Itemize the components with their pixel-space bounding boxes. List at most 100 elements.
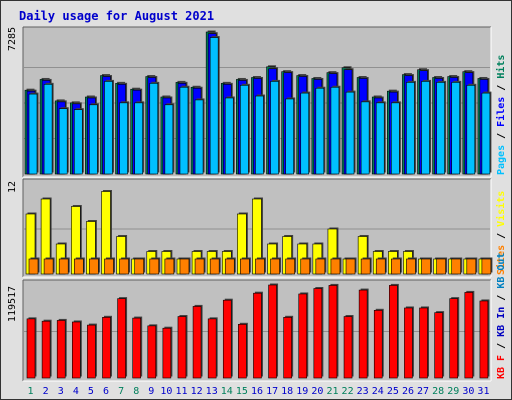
sites-bar-9 [149, 258, 160, 275]
pages-bar-3 [58, 108, 68, 175]
legend-visits-part-2: Visits [495, 191, 507, 227]
y-tick-label-hits: 7285 [7, 27, 18, 51]
sites-bar-1 [28, 258, 39, 275]
pages-bar-12 [194, 99, 204, 175]
legend-hits-part-1: / [496, 127, 507, 145]
x-tick-label-31: 31 [477, 386, 489, 397]
pages-bar-13 [209, 37, 219, 175]
sites-bar-30 [466, 258, 477, 275]
kbytes-bar-13 [207, 318, 217, 379]
legend-kbytes-part-2: KB In [496, 307, 507, 337]
legend-hits-part-0: Pages [496, 145, 507, 175]
kbytes-bar-24 [373, 310, 383, 379]
kbytes-bar-9 [147, 325, 157, 379]
sites-bar-16 [255, 258, 265, 275]
pages-bar-17 [270, 81, 279, 175]
x-tick-label-2: 2 [43, 386, 49, 397]
x-tick-label-6: 6 [103, 386, 109, 397]
kbytes-bar-30 [464, 292, 474, 379]
x-tick-label-9: 9 [148, 386, 154, 397]
kbytes-bar-16 [253, 292, 262, 379]
sites-bar-18 [285, 258, 295, 275]
sites-bar-14 [224, 258, 235, 275]
x-tick-label-26: 26 [402, 386, 414, 397]
sites-bar-2 [43, 258, 54, 275]
pages-bar-20 [315, 87, 325, 175]
kbytes-bar-20 [313, 288, 323, 379]
kbytes-bar-11 [177, 316, 187, 379]
kbytes-bar-10 [162, 327, 172, 379]
sites-bar-6 [104, 258, 114, 275]
legend-visits: Sites / Visits [495, 191, 507, 275]
pages-bar-22 [345, 91, 355, 175]
kbytes-bar-31 [479, 300, 489, 379]
sites-bar-8 [134, 258, 144, 275]
x-tick-label-10: 10 [160, 386, 172, 397]
x-tick-label-14: 14 [221, 386, 233, 397]
pages-bar-31 [481, 92, 491, 175]
sites-bar-22 [345, 258, 356, 275]
pages-bar-30 [466, 85, 476, 175]
sites-bar-21 [330, 258, 341, 275]
x-tick-label-15: 15 [236, 386, 248, 397]
x-tick-label-11: 11 [175, 386, 187, 397]
legend-kbytes-part-3: / [496, 289, 507, 307]
y-tick-label-visits: 12 [7, 181, 18, 193]
sites-bar-23 [360, 258, 371, 275]
kbytes-bar-22 [343, 316, 353, 379]
pages-bar-24 [375, 102, 385, 175]
x-tick-label-27: 27 [417, 386, 429, 397]
sites-bar-12 [194, 258, 205, 275]
pages-bar-26 [406, 82, 415, 175]
pages-bar-29 [451, 82, 461, 175]
sites-bar-17 [270, 258, 280, 275]
kbytes-bar-26 [404, 307, 413, 379]
sites-bar-27 [421, 258, 431, 275]
kbytes-bar-3 [56, 320, 66, 379]
x-tick-label-19: 19 [296, 386, 308, 397]
kbytes-bar-29 [449, 298, 459, 379]
kbytes-bar-4 [71, 321, 81, 379]
pages-bar-6 [104, 81, 113, 175]
x-tick-label-22: 22 [342, 386, 354, 397]
legend-kbytes-part-4: KB Out [496, 253, 507, 289]
kbytes-bar-5 [87, 324, 96, 379]
sites-bar-11 [179, 258, 190, 275]
legend-kbytes: KB F / KB In / KB Out [496, 253, 507, 379]
pages-bar-9 [149, 83, 159, 175]
kbytes-bar-6 [102, 317, 111, 379]
x-tick-label-28: 28 [432, 386, 444, 397]
x-tick-label-16: 16 [251, 386, 263, 397]
sites-bar-25 [391, 258, 401, 275]
legend-hits-part-3: / [496, 79, 507, 97]
sites-bar-28 [436, 258, 446, 275]
x-tick-label-20: 20 [311, 386, 323, 397]
x-tick-label-8: 8 [133, 386, 139, 397]
kbytes-bar-1 [26, 318, 36, 379]
sites-bar-20 [315, 258, 326, 275]
kbytes-bar-25 [389, 285, 398, 379]
kbytes-bar-21 [328, 285, 338, 379]
pages-bar-25 [391, 102, 400, 175]
pages-bar-27 [421, 81, 430, 175]
pages-bar-23 [360, 101, 370, 175]
pages-bar-14 [224, 97, 234, 175]
kbytes-bar-27 [419, 307, 428, 379]
kbytes-bar-8 [132, 317, 141, 379]
x-tick-label-4: 4 [73, 386, 79, 397]
kbytes-bar-23 [358, 289, 368, 379]
pages-bar-15 [240, 85, 249, 175]
x-tick-label-5: 5 [88, 386, 94, 397]
legend-hits-part-4: Hits [495, 55, 507, 79]
x-tick-label-7: 7 [118, 386, 124, 397]
x-tick-label-13: 13 [206, 386, 218, 397]
sites-bar-15 [240, 258, 250, 275]
kbytes-bar-17 [268, 284, 277, 379]
pages-bar-10 [164, 104, 174, 175]
legend-hits-part-2: Files [495, 97, 507, 127]
legend-kbytes-part-1: / [496, 337, 507, 355]
pages-bar-2 [43, 84, 53, 175]
kbytes-bar-12 [192, 306, 202, 379]
pages-bar-1 [28, 93, 38, 175]
